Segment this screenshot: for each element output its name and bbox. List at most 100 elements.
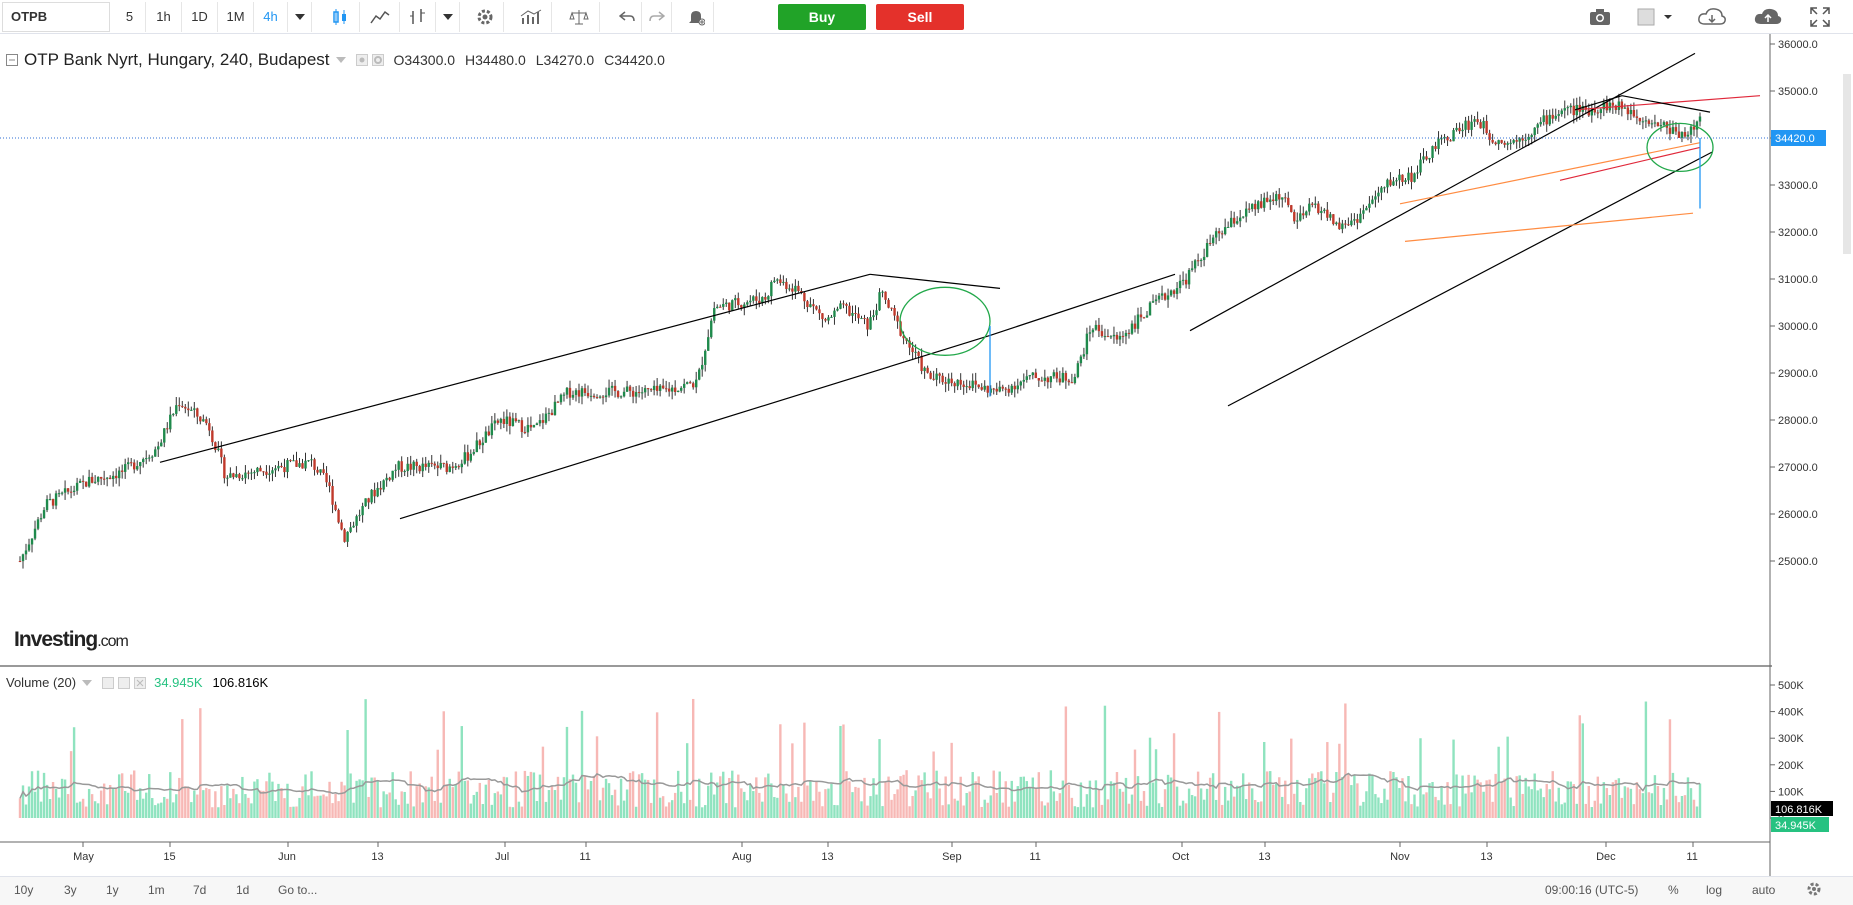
volume-bar: [1205, 788, 1209, 818]
volume-bar: [1506, 736, 1509, 818]
settings-button[interactable]: [1806, 881, 1822, 900]
volume-bar: [728, 777, 731, 818]
volume-bar: [1220, 804, 1224, 818]
candle-body: [202, 419, 205, 422]
volume-axis[interactable]: 500K400K300K200K100K0: [1770, 680, 1804, 825]
volume-bar: [1281, 796, 1284, 818]
settings-button[interactable]: [466, 1, 504, 32]
candle-body: [433, 463, 436, 466]
interval-1h-button[interactable]: 1h: [146, 1, 182, 32]
layout-button[interactable]: [1628, 2, 1684, 32]
trendline[interactable]: [1574, 95, 1761, 111]
goto-button[interactable]: Go to...: [278, 883, 318, 897]
bottom-bar: 10y 3y 1y 1m 7d 1d Go to... 09:00:16 (UT…: [0, 876, 1853, 905]
trendline[interactable]: [989, 273, 1176, 336]
chevron-down-icon[interactable]: [82, 679, 93, 686]
trendline[interactable]: [1559, 146, 1701, 181]
cloud-save-button[interactable]: [1746, 2, 1790, 32]
interval-dropdown[interactable]: [288, 1, 312, 32]
candle-body: [99, 476, 103, 479]
candle-body: [788, 288, 791, 290]
circle-annotation[interactable]: [1646, 122, 1714, 173]
range-7d[interactable]: 7d: [193, 883, 207, 897]
range-3y[interactable]: 3y: [64, 883, 77, 897]
price-axis-label: 30000.0: [1778, 321, 1818, 333]
volume-bar: [63, 779, 67, 818]
sell-button[interactable]: Sell: [876, 4, 964, 30]
studies-button[interactable]: [510, 1, 552, 32]
collapse-icon[interactable]: [6, 54, 18, 66]
candle-body: [1533, 127, 1536, 136]
trendline[interactable]: [399, 334, 991, 520]
candle-body: [148, 457, 151, 459]
range-1m[interactable]: 1m: [148, 883, 165, 897]
volume-bar: [358, 779, 361, 818]
range-1y[interactable]: 1y: [106, 883, 119, 897]
candle-body: [1100, 331, 1104, 337]
fullscreen-button[interactable]: [1800, 2, 1840, 32]
percent-toggle[interactable]: %: [1668, 883, 1679, 897]
settings-small-icon[interactable]: [371, 54, 384, 66]
trendline[interactable]: [1621, 95, 1711, 113]
chevron-down-icon[interactable]: [335, 57, 346, 63]
candle-body: [1476, 119, 1479, 123]
interval-4h-button[interactable]: 4h: [254, 1, 288, 32]
candle-body: [1172, 290, 1176, 294]
candle-body: [1196, 260, 1200, 262]
volume-bar: [707, 785, 710, 818]
circle-annotation[interactable]: [899, 286, 991, 356]
volume-bar: [1392, 772, 1395, 818]
trendline[interactable]: [1399, 142, 1701, 205]
volume-bar: [1617, 778, 1621, 818]
chart-type-dropdown[interactable]: [436, 1, 460, 32]
auto-toggle[interactable]: auto: [1752, 883, 1776, 897]
candle-body: [652, 385, 656, 391]
volume-bar: [923, 772, 926, 818]
price-chart-canvas[interactable]: 36000.035000.034000.033000.032000.031000…: [0, 34, 1853, 876]
log-toggle[interactable]: log: [1706, 883, 1723, 897]
indicators-button[interactable]: [360, 1, 400, 32]
interval-1d-button[interactable]: 1D: [182, 1, 218, 32]
buy-button[interactable]: Buy: [778, 4, 866, 30]
compare-scale-button[interactable]: [558, 1, 600, 32]
volume-bar: [1596, 776, 1600, 818]
eye-icon[interactable]: [102, 676, 115, 689]
volume-bar: [1620, 797, 1624, 818]
trendline-drawings[interactable]: [159, 52, 1761, 520]
trendline[interactable]: [159, 273, 871, 463]
candle-body: [995, 388, 998, 392]
cloud-load-button[interactable]: [1690, 2, 1734, 32]
redo-icon: [648, 10, 665, 21]
volume-bar: [1254, 800, 1257, 818]
candle-body: [767, 296, 770, 300]
volume-bar: [1473, 775, 1476, 818]
compare-button[interactable]: [400, 1, 436, 32]
trendline[interactable]: [1574, 95, 1623, 111]
volume-bar: [649, 802, 653, 818]
screenshot-button[interactable]: [1578, 2, 1622, 32]
price-axis[interactable]: 36000.035000.034000.033000.032000.031000…: [1770, 39, 1818, 568]
time-axis[interactable]: May 15 Jun 13 Jul 11 Aug 13 Sep 11 Oct 13 Nov 13 Dec 11: [73, 842, 1698, 863]
alert-button[interactable]: [678, 1, 714, 32]
volume-bar: [355, 780, 358, 818]
volume-bar: [833, 805, 836, 818]
trendline[interactable]: [1404, 212, 1694, 242]
range-1d[interactable]: 1d: [236, 883, 250, 897]
volume-bar: [1332, 792, 1335, 818]
trendline[interactable]: [1227, 151, 1713, 407]
volume-bar: [619, 778, 623, 818]
close-icon[interactable]: [134, 676, 147, 689]
trendline[interactable]: [869, 273, 1001, 289]
settings-small-icon[interactable]: [118, 676, 131, 689]
interval-5-button[interactable]: 5: [114, 1, 146, 32]
volume-bar: [1278, 777, 1281, 818]
side-scrollbar[interactable]: [1843, 74, 1851, 254]
eye-icon[interactable]: [355, 54, 368, 66]
range-10y[interactable]: 10y: [14, 883, 34, 897]
undo-button[interactable]: [612, 1, 642, 32]
redo-button[interactable]: [642, 1, 672, 32]
candle-body: [1515, 140, 1518, 142]
candles-style-button[interactable]: [320, 1, 360, 32]
symbol-input[interactable]: OTPB: [2, 1, 110, 32]
interval-1m-button[interactable]: 1M: [218, 1, 254, 32]
